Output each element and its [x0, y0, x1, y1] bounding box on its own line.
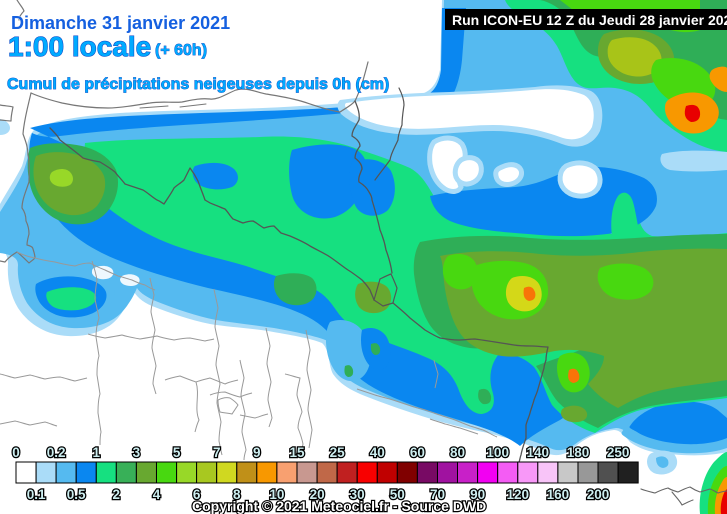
svg-text:15: 15: [289, 445, 305, 460]
svg-text:0.2: 0.2: [47, 445, 66, 460]
svg-text:25: 25: [330, 445, 346, 460]
svg-text:20: 20: [310, 487, 325, 502]
svg-text:2: 2: [113, 487, 121, 502]
svg-text:30: 30: [350, 487, 365, 502]
svg-text:4: 4: [153, 487, 161, 502]
svg-text:90: 90: [470, 487, 485, 502]
svg-text:200: 200: [587, 487, 610, 502]
svg-text:100: 100: [486, 445, 509, 460]
svg-text:80: 80: [450, 445, 465, 460]
svg-text:Run ICON-EU 12 Z du Jeudi 28 j: Run ICON-EU 12 Z du Jeudi 28 janvier 202…: [452, 12, 727, 28]
svg-text:160: 160: [547, 487, 570, 502]
svg-text:Cumul de précipitations neigeu: Cumul de précipitations neigeuses depuis…: [7, 76, 389, 93]
svg-text:0.1: 0.1: [27, 487, 46, 502]
svg-text:7: 7: [213, 445, 221, 460]
svg-text:9: 9: [253, 445, 261, 460]
svg-text:(+ 60h): (+ 60h): [155, 42, 207, 59]
svg-text:50: 50: [390, 487, 405, 502]
svg-text:10: 10: [269, 487, 284, 502]
svg-text:0.5: 0.5: [67, 487, 86, 502]
svg-text:1: 1: [93, 445, 101, 460]
svg-text:250: 250: [607, 445, 630, 460]
svg-text:120: 120: [507, 487, 530, 502]
svg-text:5: 5: [173, 445, 181, 460]
svg-text:8: 8: [233, 487, 241, 502]
svg-text:180: 180: [567, 445, 590, 460]
svg-text:Dimanche 31 janvier 2021: Dimanche 31 janvier 2021: [11, 13, 230, 33]
svg-text:3: 3: [133, 445, 141, 460]
svg-text:140: 140: [527, 445, 550, 460]
svg-text:40: 40: [370, 445, 385, 460]
svg-text:6: 6: [193, 487, 201, 502]
svg-text:70: 70: [430, 487, 445, 502]
svg-text:1:00 locale: 1:00 locale: [8, 31, 151, 62]
svg-text:0: 0: [12, 445, 20, 460]
svg-text:Copyright © 2021 Meteociel.fr: Copyright © 2021 Meteociel.fr - Source D…: [192, 498, 486, 514]
svg-text:60: 60: [410, 445, 425, 460]
